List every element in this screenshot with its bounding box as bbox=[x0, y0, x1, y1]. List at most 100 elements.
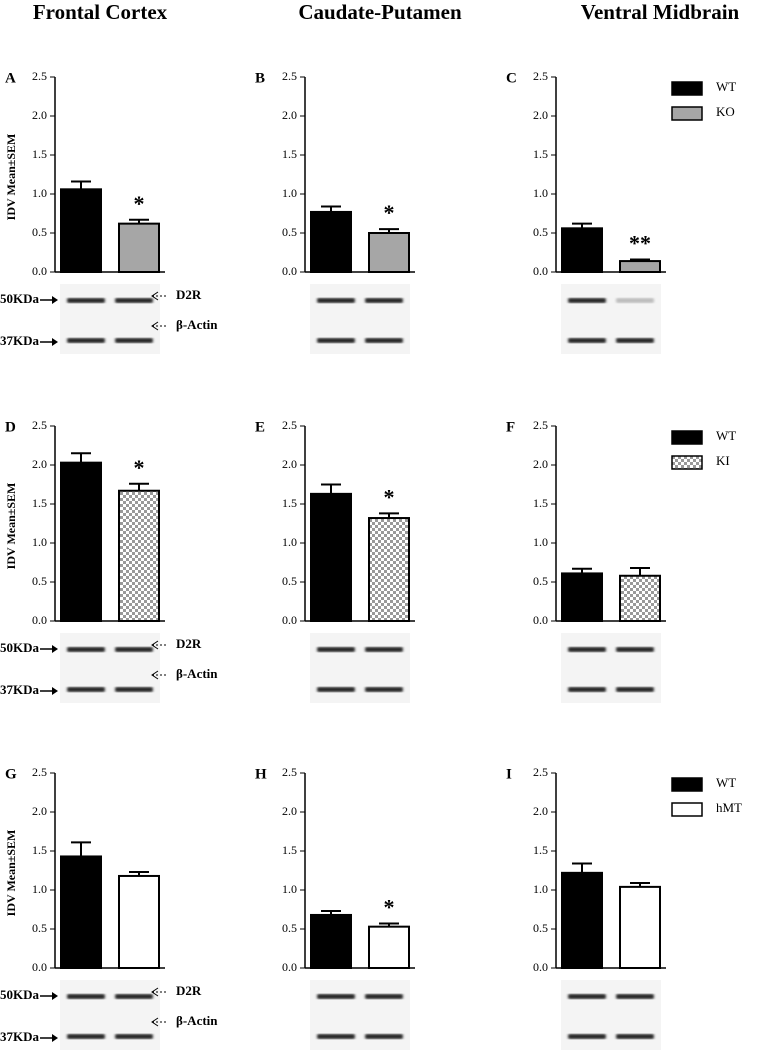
y-tick-label: 2.5 bbox=[282, 765, 297, 779]
blot-band bbox=[365, 338, 403, 343]
y-tick-label: 1.0 bbox=[533, 882, 548, 896]
y-tick-label: 2.5 bbox=[32, 765, 47, 779]
y-tick-label: 0.0 bbox=[533, 960, 548, 974]
y-tick-label: 0.0 bbox=[32, 264, 47, 278]
marker-arrowhead bbox=[52, 645, 58, 653]
significance: * bbox=[384, 484, 395, 509]
y-tick-label: 1.0 bbox=[282, 882, 297, 896]
panel-letter: A bbox=[5, 70, 16, 86]
blot-band bbox=[317, 647, 355, 652]
significance: * bbox=[134, 455, 145, 480]
y-tick-label: 2.0 bbox=[32, 804, 47, 818]
blot-band bbox=[115, 338, 153, 343]
bar bbox=[310, 913, 352, 970]
blot-band bbox=[568, 994, 606, 999]
mw-marker: 37KDa bbox=[0, 1029, 40, 1044]
marker-arrowhead bbox=[52, 296, 58, 304]
panel-letter: F bbox=[506, 419, 515, 435]
blot-band bbox=[67, 338, 105, 343]
y-tick-label: 0.5 bbox=[282, 225, 297, 239]
y-tick-label: 2.0 bbox=[282, 804, 297, 818]
blot-band bbox=[568, 687, 606, 692]
blot-band bbox=[365, 1034, 403, 1039]
y-axis-label: IDV Mean±SEM bbox=[4, 830, 18, 917]
y-tick-label: 2.0 bbox=[533, 457, 548, 471]
y-tick-label: 1.0 bbox=[533, 186, 548, 200]
y-tick-label: 0.0 bbox=[282, 613, 297, 627]
marker-arrowhead bbox=[52, 687, 58, 695]
y-tick-label: 2.0 bbox=[32, 457, 47, 471]
y-axis-label: IDV Mean±SEM bbox=[4, 483, 18, 570]
legend-swatch bbox=[671, 430, 703, 445]
blot-band bbox=[115, 298, 153, 303]
blot-band bbox=[568, 647, 606, 652]
blot-band bbox=[616, 1034, 654, 1039]
blot-band bbox=[317, 338, 355, 343]
y-tick-label: 0.0 bbox=[282, 960, 297, 974]
band-label: β-Actin bbox=[176, 1013, 218, 1028]
y-tick-label: 2.0 bbox=[282, 457, 297, 471]
blot-band bbox=[115, 647, 153, 652]
y-tick-label: 0.5 bbox=[32, 574, 47, 588]
blot-band bbox=[616, 994, 654, 999]
blot-band bbox=[67, 647, 105, 652]
legend-swatch bbox=[671, 802, 703, 817]
y-tick-label: 0.5 bbox=[282, 921, 297, 935]
bar bbox=[619, 260, 661, 273]
blot bbox=[60, 284, 160, 354]
y-tick-label: 0.5 bbox=[32, 921, 47, 935]
bar bbox=[118, 874, 160, 970]
y-tick-label: 0.0 bbox=[32, 960, 47, 974]
band-label: D2R bbox=[176, 983, 202, 998]
y-tick-label: 1.0 bbox=[32, 535, 47, 549]
y-tick-label: 2.5 bbox=[533, 418, 548, 432]
blot-band bbox=[616, 298, 654, 303]
y-tick-label: 2.5 bbox=[533, 69, 548, 83]
bar bbox=[619, 885, 661, 970]
blot-band bbox=[317, 687, 355, 692]
band-arrowhead bbox=[151, 1017, 159, 1027]
legend-swatch bbox=[671, 81, 703, 96]
y-tick-label: 2.5 bbox=[32, 418, 47, 432]
blot-band bbox=[616, 338, 654, 343]
marker-arrowhead bbox=[52, 992, 58, 1000]
bar bbox=[310, 210, 352, 274]
y-axis-label: IDV Mean±SEM bbox=[4, 134, 18, 221]
y-tick-label: 0.0 bbox=[32, 613, 47, 627]
bar bbox=[118, 489, 160, 622]
y-tick-label: 0.0 bbox=[533, 613, 548, 627]
y-tick-label: 2.5 bbox=[282, 69, 297, 83]
legend-swatch bbox=[671, 106, 703, 121]
bar bbox=[561, 572, 603, 622]
blot-band bbox=[616, 687, 654, 692]
bar bbox=[60, 461, 102, 622]
y-tick-label: 0.5 bbox=[282, 574, 297, 588]
blot-band bbox=[317, 1034, 355, 1039]
y-tick-label: 1.5 bbox=[282, 147, 297, 161]
bar bbox=[118, 222, 160, 273]
y-tick-label: 2.5 bbox=[533, 765, 548, 779]
mw-marker: 50KDa bbox=[0, 291, 40, 306]
band-label: β-Actin bbox=[176, 317, 218, 332]
panel-letter: B bbox=[255, 70, 265, 86]
legend-label: WT bbox=[716, 79, 736, 94]
panel-letter: E bbox=[255, 419, 265, 435]
blot-band bbox=[365, 687, 403, 692]
blot bbox=[60, 980, 160, 1050]
blot-band bbox=[568, 298, 606, 303]
blot bbox=[561, 980, 661, 1050]
significance: * bbox=[384, 200, 395, 225]
blot-band bbox=[365, 994, 403, 999]
column-title: Frontal Cortex bbox=[33, 0, 168, 24]
band-arrowhead bbox=[151, 321, 159, 331]
bar bbox=[561, 227, 603, 274]
blot-band bbox=[365, 647, 403, 652]
panel-letter: H bbox=[255, 766, 267, 782]
blot-band bbox=[568, 1034, 606, 1039]
y-tick-label: 1.0 bbox=[32, 186, 47, 200]
panel-letter: D bbox=[5, 419, 16, 435]
blot-band bbox=[317, 298, 355, 303]
blot bbox=[561, 284, 661, 354]
y-tick-label: 0.0 bbox=[282, 264, 297, 278]
